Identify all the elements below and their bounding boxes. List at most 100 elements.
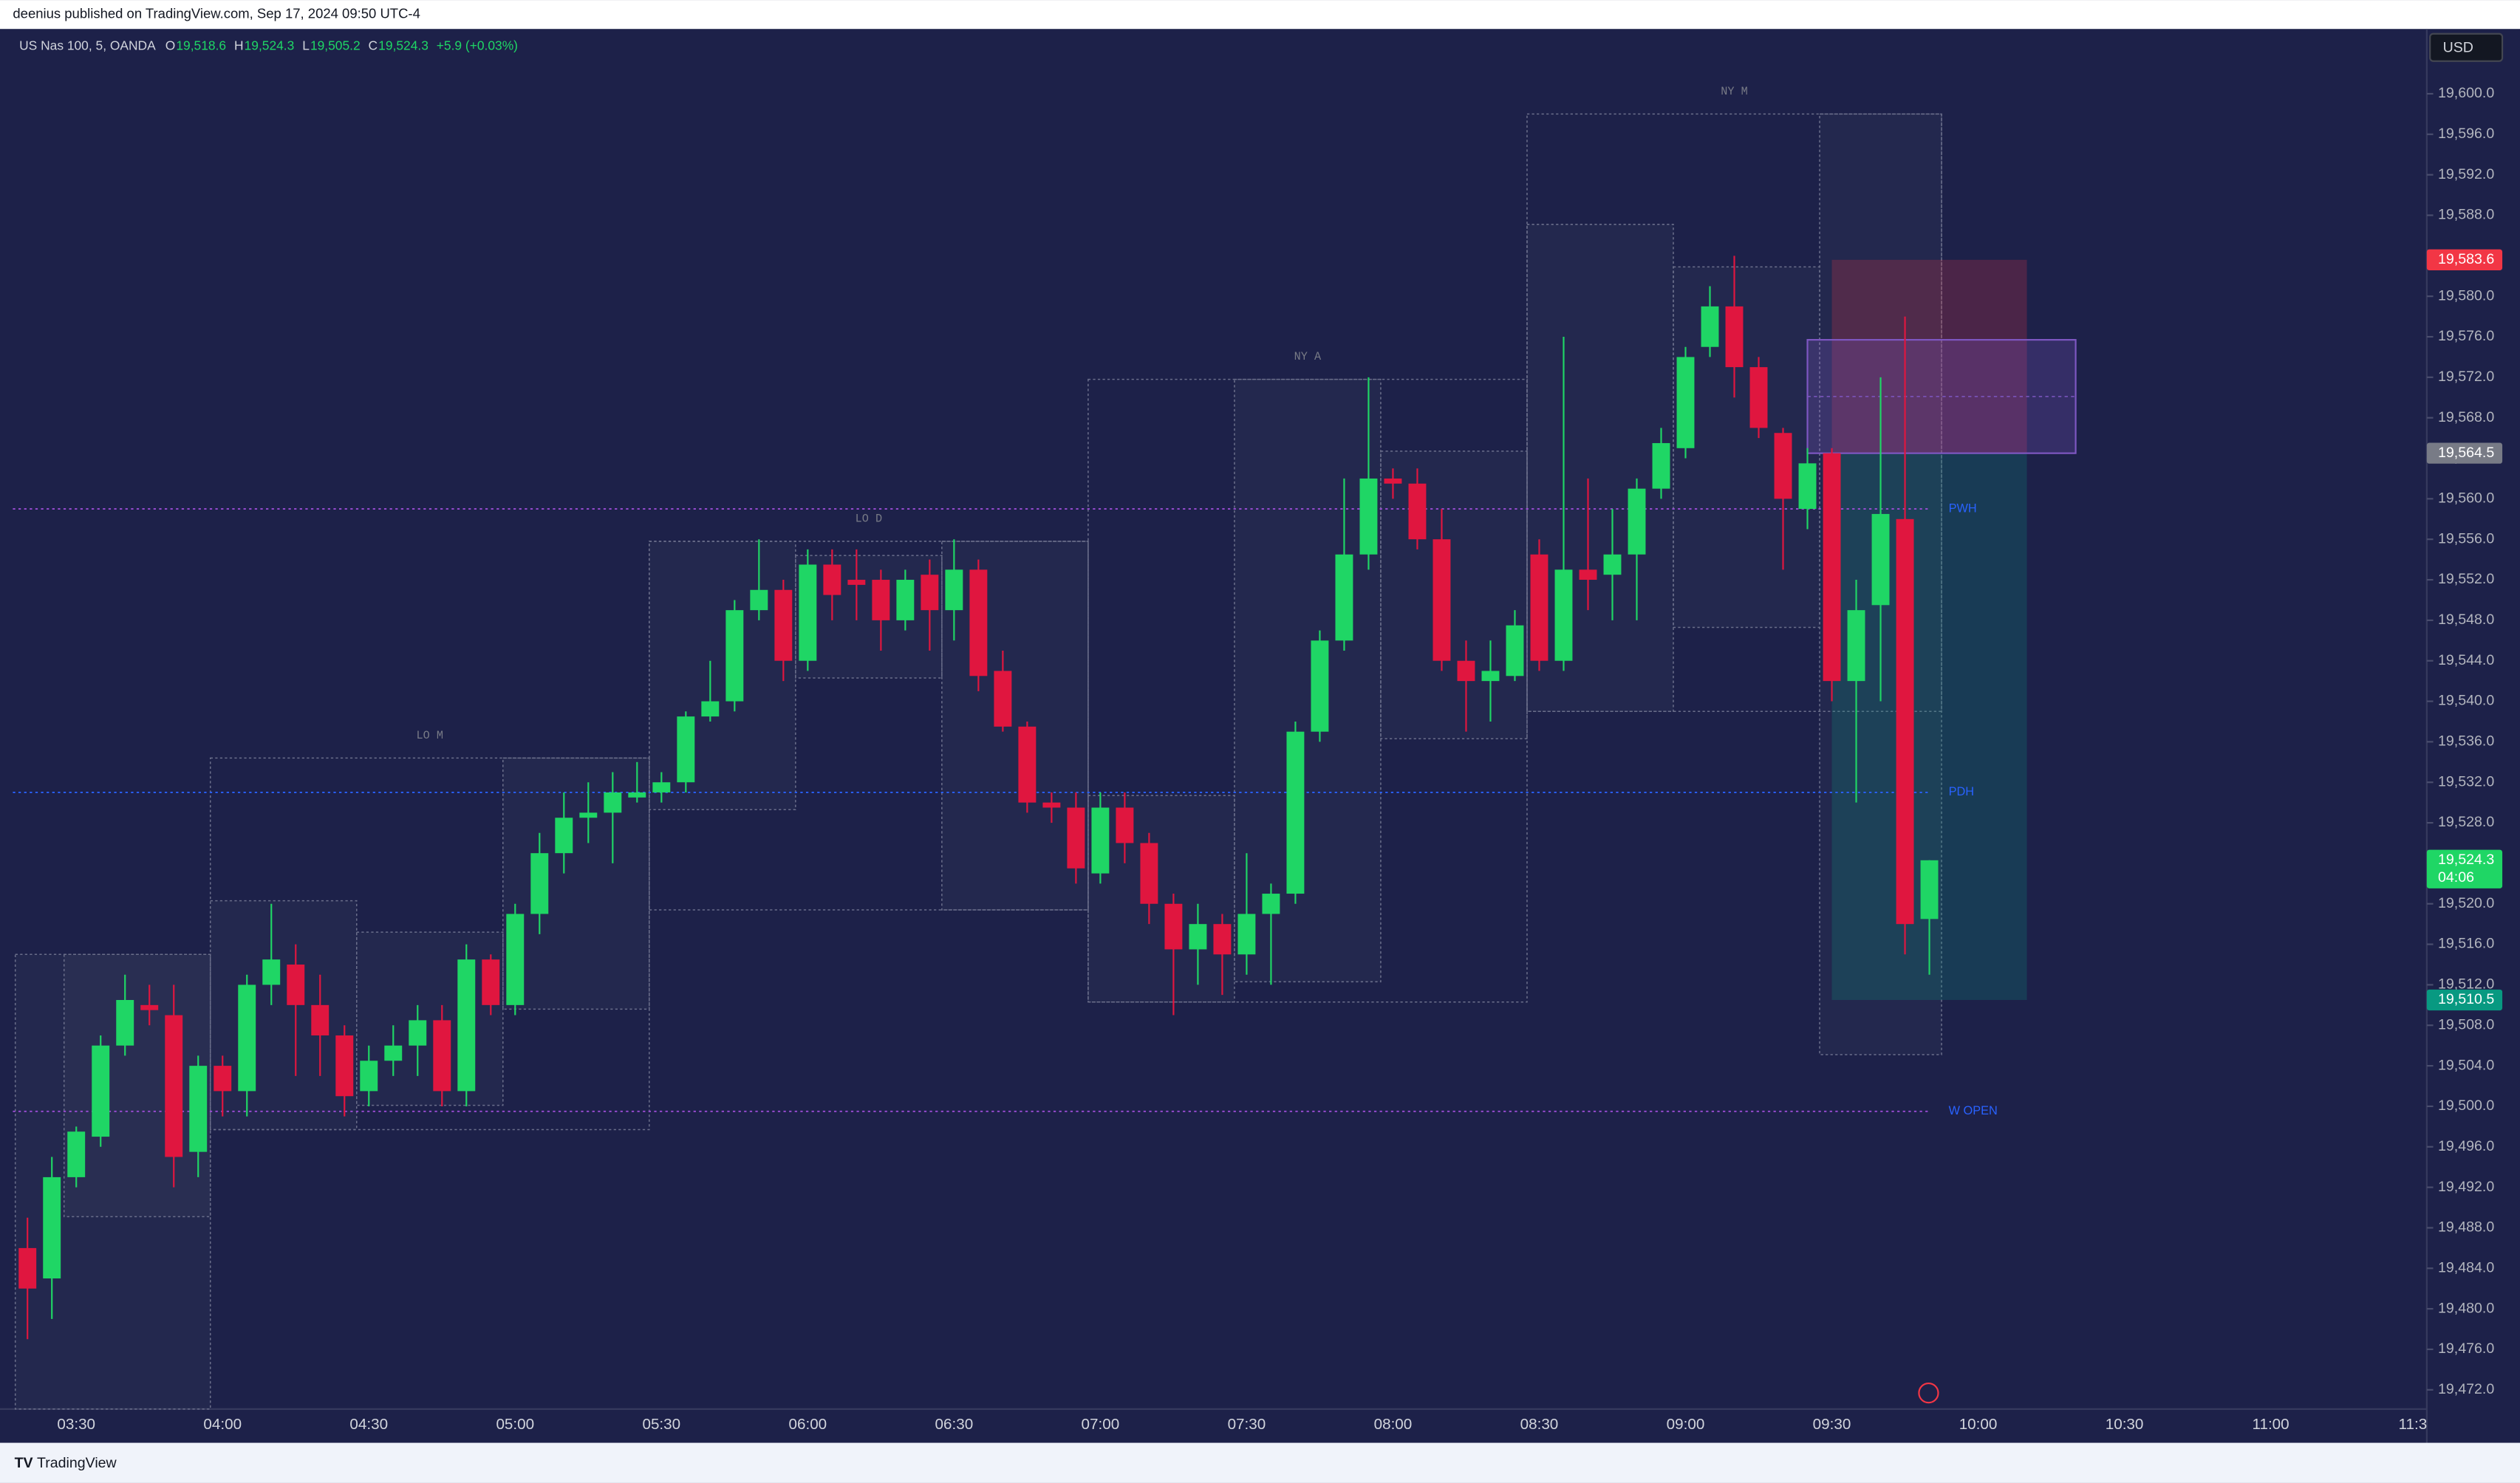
candle-body	[1530, 554, 1548, 661]
candle-body	[1749, 367, 1768, 428]
candle-body	[994, 671, 1012, 727]
candle-body	[1262, 894, 1280, 914]
fvg-zone	[1806, 339, 2077, 454]
candle-body	[18, 1247, 37, 1289]
ohlc-key: C	[369, 38, 378, 53]
price-tag-label: 19,564.5	[2438, 445, 2494, 461]
x-tick-label: 06:30	[935, 1416, 974, 1433]
range-box	[941, 541, 1089, 911]
range-box	[209, 900, 358, 1131]
x-tick-label: 03:30	[57, 1416, 95, 1433]
y-tick-label: 19,520.0	[2438, 895, 2494, 911]
candle-body	[482, 959, 500, 1005]
candle-body	[433, 1020, 451, 1092]
candle-body	[43, 1177, 61, 1279]
x-tick-label: 11:30	[2399, 1416, 2436, 1433]
y-tick-label: 19,560.0	[2438, 490, 2494, 507]
price-tag	[2426, 442, 2503, 464]
candle-body	[530, 853, 549, 914]
currency-box[interactable]	[2429, 32, 2504, 62]
y-tick-label: 19,544.0	[2438, 652, 2494, 668]
candle-body	[1701, 306, 1719, 347]
range-box	[1087, 795, 1235, 1003]
candle-body	[189, 1066, 208, 1152]
x-tick-label: 10:30	[2106, 1416, 2144, 1433]
candle-body	[1871, 513, 1890, 606]
candle-body	[701, 701, 720, 717]
candle-body	[457, 959, 476, 1092]
header-text: deenius published on TradingView.com, Se…	[13, 6, 420, 21]
candle-body	[1189, 924, 1207, 950]
candle-body	[896, 580, 915, 620]
x-tick-label: 04:30	[349, 1416, 388, 1433]
level-label: PWH	[1949, 501, 1977, 515]
symbol-title: US Nas 100, 5, OANDA	[19, 38, 156, 53]
range-box	[1380, 451, 1528, 740]
candle-body	[872, 580, 890, 620]
candle-body	[945, 569, 963, 611]
y-tick-label: 19,516.0	[2438, 936, 2494, 952]
y-tick-label: 19,476.0	[2438, 1340, 2494, 1357]
y-tick-label: 19,596.0	[2438, 126, 2494, 142]
y-tick-label: 19,512.0	[2438, 976, 2494, 993]
candle-body	[1847, 610, 1865, 682]
y-tick-label: 19,576.0	[2438, 328, 2494, 344]
candle-body	[1286, 731, 1305, 894]
y-tick-label: 19,600.0	[2438, 85, 2494, 101]
y-tick-label: 19,496.0	[2438, 1138, 2494, 1154]
footer-bar	[0, 1442, 2520, 1483]
range-box	[795, 555, 943, 679]
candle-body	[774, 589, 793, 661]
candle-body	[92, 1045, 110, 1137]
y-tick-label: 19,548.0	[2438, 612, 2494, 628]
y-tick-label: 19,580.0	[2438, 287, 2494, 304]
y-tick-label: 19,528.0	[2438, 814, 2494, 830]
candle-body	[1603, 554, 1622, 575]
price-tag-countdown: 04:06	[2438, 869, 2474, 886]
alert-icon[interactable]	[1918, 1382, 1939, 1404]
level-label: PDH	[1949, 785, 1974, 798]
x-tick-label: 08:30	[1520, 1416, 1559, 1433]
candle-body	[238, 984, 256, 1092]
footer-text: TradingView	[37, 1455, 117, 1471]
y-tick-label: 19,556.0	[2438, 530, 2494, 547]
candle-body	[1652, 442, 1670, 489]
candle-body	[311, 1004, 329, 1035]
candle-body	[799, 564, 817, 661]
candle-body	[725, 610, 744, 702]
candle-body	[1408, 483, 1427, 540]
session-box	[649, 541, 1089, 911]
candle-body	[214, 1066, 232, 1092]
candle-body	[628, 792, 646, 798]
candle-body	[335, 1035, 354, 1097]
candle-body	[287, 965, 305, 1005]
candle-body	[579, 812, 598, 818]
candle-body	[384, 1045, 403, 1061]
session-label: LO M	[417, 729, 444, 742]
axes: 19,472.0 19,476.0 19,480.0 19,484.0 19,488.0…	[57, 85, 2503, 1433]
x-tick-label: 08:00	[1374, 1416, 1413, 1433]
candle-body	[1506, 625, 1524, 677]
candle-body	[652, 782, 671, 792]
ohlc-key: O	[165, 38, 176, 53]
candle-body	[1018, 726, 1037, 803]
candle-body	[116, 999, 134, 1046]
candle-body	[604, 792, 622, 813]
candle-body	[1311, 640, 1329, 732]
y-tick-label: 19,592.0	[2438, 166, 2494, 182]
candle-body	[1384, 478, 1402, 484]
candle-body	[67, 1131, 86, 1177]
y-tick-label: 19,488.0	[2438, 1219, 2494, 1236]
candle-body	[1481, 671, 1500, 682]
x-tick-label: 05:00	[496, 1416, 534, 1433]
candle-body	[847, 580, 866, 585]
y-tick-label: 19,540.0	[2438, 693, 2494, 709]
range-box	[356, 931, 504, 1106]
ohlc-value: 19,505.2	[310, 38, 361, 53]
y-tick-label: 19,572.0	[2438, 369, 2494, 385]
currency[interactable]: USD	[2443, 39, 2473, 55]
candle-body	[921, 575, 939, 611]
candle-body	[1359, 478, 1378, 555]
